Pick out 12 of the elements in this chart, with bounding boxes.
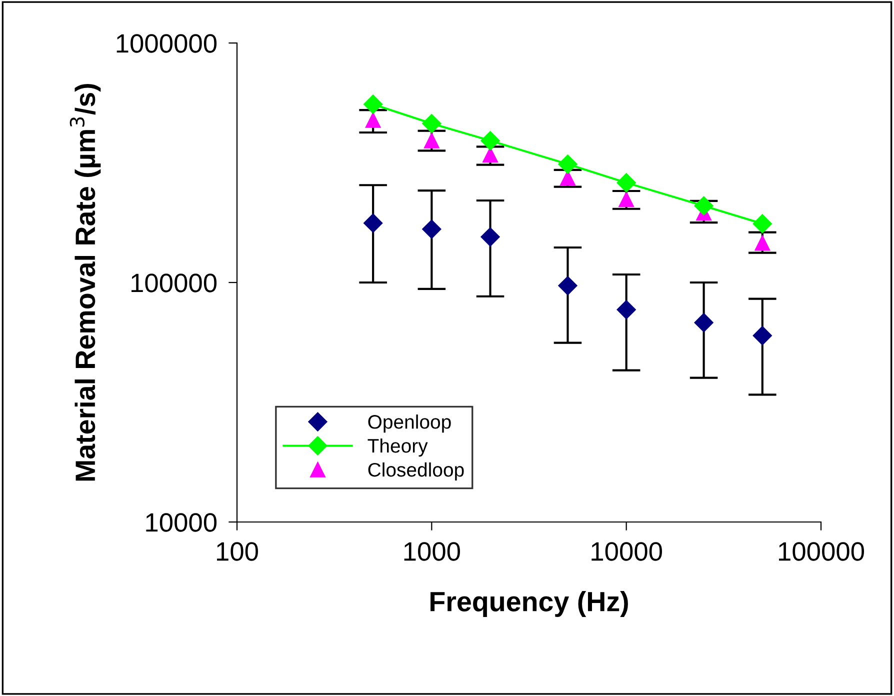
- x-tick-label: 10000: [592, 542, 662, 561]
- y-tick-label: 10000: [146, 513, 217, 532]
- y-tick-label: 100000: [132, 274, 217, 292]
- x-tick-label: 100: [217, 542, 258, 561]
- legend-label: Theory: [368, 438, 428, 457]
- y-axis-title: Material Removal Rate (µm$^{3}$/s): [70, 84, 101, 481]
- x-axis-title: Frequency (Hz): [430, 591, 628, 617]
- x-tick-label: 100000: [778, 542, 864, 561]
- legend-label: Openloop: [368, 414, 451, 433]
- x-tick-label: 1000: [404, 542, 460, 561]
- legend-label: Closedloop: [368, 462, 464, 481]
- y-tick-label: 1000000: [116, 34, 217, 53]
